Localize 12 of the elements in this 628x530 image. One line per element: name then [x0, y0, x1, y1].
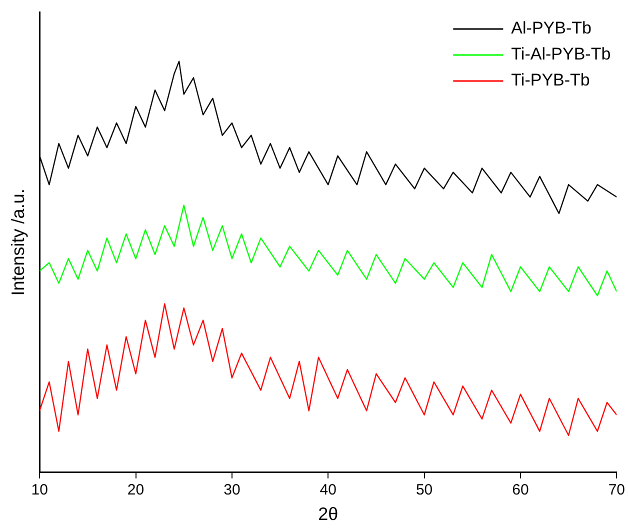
x-tick-label: 50: [416, 482, 433, 499]
x-tick-label: 10: [31, 482, 48, 499]
legend-label: Al-PYB-Tb: [511, 18, 592, 38]
legend-label: Ti-PYB-Tb: [511, 70, 590, 90]
x-tick-label: 30: [224, 482, 240, 499]
x-tick-label: 20: [127, 482, 144, 499]
x-tick-label: 40: [320, 482, 336, 499]
x-axis-title: 2θ: [318, 504, 338, 524]
legend-label: Ti-Al-PYB-Tb: [511, 44, 611, 64]
x-tick-label: 70: [608, 482, 625, 499]
x-tick-label: 60: [512, 482, 529, 499]
y-axis-title: Intensity /a.u.: [8, 188, 28, 296]
